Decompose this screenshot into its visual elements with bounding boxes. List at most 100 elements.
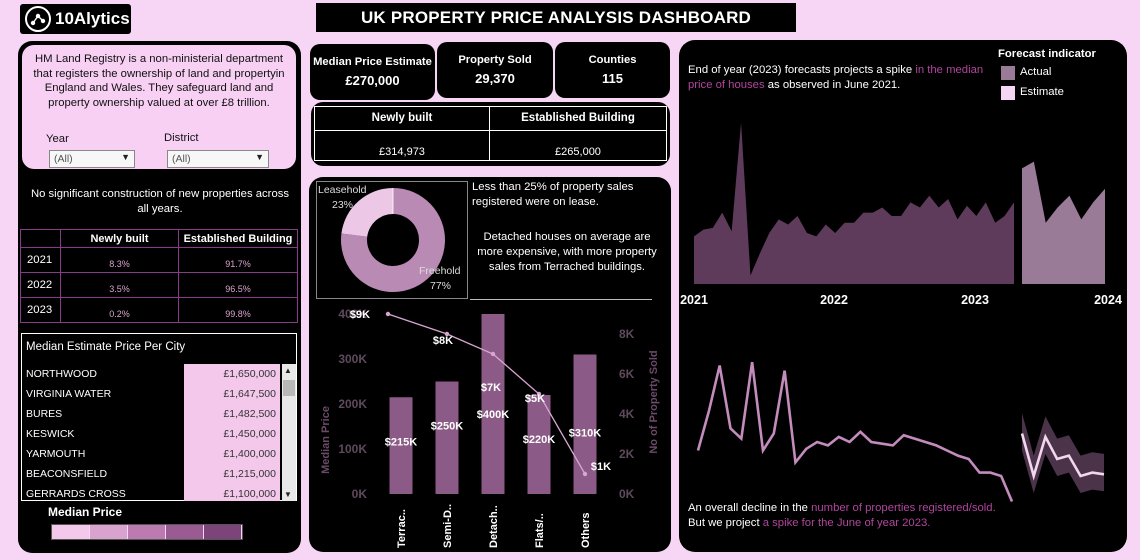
estimate-sales-line[interactable] bbox=[1020, 433, 1105, 481]
city-name: BURES bbox=[26, 408, 63, 420]
scrollbar-thumb[interactable] bbox=[283, 380, 295, 396]
estimate-area[interactable] bbox=[1022, 161, 1105, 284]
bar-value-label: $250K bbox=[431, 421, 463, 433]
price-forecast-area-chart: 2021 2022 2023 2024 bbox=[680, 122, 1122, 307]
sales-point[interactable] bbox=[536, 391, 542, 397]
note-text: But we project bbox=[688, 517, 763, 529]
city-price: £1,450,000 bbox=[184, 424, 280, 444]
scroll-down-icon[interactable]: ▼ bbox=[284, 490, 292, 499]
y2-axis-label: No of Property Sold bbox=[648, 350, 660, 453]
x-tick-label: Others bbox=[580, 513, 592, 548]
sales-forecast-line-chart bbox=[696, 361, 1105, 503]
y2-tick-label: 6K bbox=[619, 367, 635, 381]
leasehold-pct: 23% bbox=[332, 199, 354, 211]
logo-text: 10Alytics bbox=[55, 9, 130, 28]
bar-value-label: $400K bbox=[477, 409, 509, 421]
note-text: An overall decline in the bbox=[688, 502, 812, 514]
city-name: KESWICK bbox=[26, 428, 75, 440]
table-row[interactable]: YARMOUTH £1,400,000 bbox=[22, 444, 280, 464]
note-highlight: a spike for the June of year 2023. bbox=[762, 517, 931, 529]
y2-tick-label: 0K bbox=[619, 487, 635, 501]
established-cell: 91.7% bbox=[178, 247, 298, 273]
table-row[interactable]: GERRARDS CROSS £1,100,000 bbox=[22, 484, 280, 501]
table-row[interactable]: KESWICK £1,450,000 bbox=[22, 424, 280, 444]
newly-built-value: £314,973 bbox=[379, 146, 425, 158]
estimate-band bbox=[1022, 413, 1104, 493]
note-text: End of year (2023) forecasts projects a … bbox=[688, 64, 916, 76]
newly-built-col-header: Newly built bbox=[60, 229, 179, 248]
year-build-table: Newly built Established Building 2021 8.… bbox=[20, 229, 298, 323]
year-filter-label: Year bbox=[46, 133, 69, 145]
tenure-donut-chart bbox=[341, 188, 445, 292]
price-forecast-note: End of year (2023) forecasts projects a … bbox=[688, 63, 1008, 93]
newly-built-header: Newly built bbox=[371, 112, 433, 124]
bar[interactable] bbox=[573, 354, 597, 495]
leasehold-label: Leasehold bbox=[318, 184, 367, 196]
sales-point[interactable] bbox=[444, 331, 450, 337]
kpi-value: 29,370 bbox=[475, 71, 515, 86]
x-tick-label: Terrac.. bbox=[396, 509, 408, 548]
sales-value-label: $9K bbox=[350, 309, 370, 321]
district-filter-value: (All) bbox=[172, 153, 191, 165]
divider bbox=[470, 299, 652, 300]
property-type-bar-line-chart: Median Price No of Property Sold 0K 100K 2… bbox=[320, 307, 660, 548]
bar-value-label: $220K bbox=[523, 434, 555, 446]
legend-swatch-actual bbox=[1001, 66, 1015, 80]
sales-point[interactable] bbox=[490, 351, 496, 357]
actual-sales-line[interactable] bbox=[696, 361, 1014, 503]
tenure-donut-card: Leasehold 23% Freehold 77% bbox=[316, 181, 468, 299]
table-row[interactable]: NORTHWOOD £1,650,000 bbox=[22, 364, 280, 384]
y-tick-label: 0K bbox=[352, 487, 368, 501]
median-price-legend-title: Median Price bbox=[48, 505, 123, 519]
info-card: HM Land Registry is a non-ministerial de… bbox=[22, 45, 296, 169]
brand-logo[interactable]: 10Alytics bbox=[20, 4, 131, 34]
leasehold-slice[interactable] bbox=[341, 188, 393, 237]
bar-value-label: $310K bbox=[569, 428, 601, 440]
table-row[interactable]: VIRGINIA WATER £1,647,500 bbox=[22, 384, 280, 404]
legend-color-step bbox=[204, 525, 242, 539]
legend-color-step bbox=[90, 525, 128, 539]
table-row: 2023 0.2% 99.8% bbox=[20, 297, 298, 323]
table-row[interactable]: BEACONSFIELD £1,215,000 bbox=[22, 464, 280, 484]
sales-value-label: $1K bbox=[591, 461, 611, 473]
bar[interactable] bbox=[527, 395, 551, 494]
y-tick-label: 100K bbox=[338, 442, 367, 456]
build-type-card: Newly built Established Building £314,97… bbox=[311, 102, 670, 166]
median-price-color-legend bbox=[51, 524, 243, 540]
bar[interactable] bbox=[435, 381, 459, 495]
y2-tick-label: 2K bbox=[619, 447, 635, 461]
y2-tick-label: 8K bbox=[619, 327, 635, 341]
city-price: £1,400,000 bbox=[184, 444, 280, 464]
bar-value-label: $215K bbox=[385, 436, 417, 448]
scroll-up-icon[interactable]: ▲ bbox=[284, 366, 292, 375]
established-col-header: Established Building bbox=[178, 229, 298, 248]
bar[interactable] bbox=[389, 397, 413, 494]
legend-color-step bbox=[166, 525, 204, 539]
legend-color-step bbox=[128, 525, 166, 539]
y-axis-label: Median Price bbox=[320, 406, 332, 474]
kpi-label: Property Sold bbox=[458, 54, 532, 66]
city-table-scrollbar[interactable]: ▲ ▼ bbox=[282, 364, 296, 501]
year-filter-value: (All) bbox=[54, 153, 73, 165]
legend-label-estimate: Estimate bbox=[1020, 86, 1064, 98]
kpi-label: Counties bbox=[588, 54, 637, 66]
actual-area[interactable] bbox=[694, 122, 1014, 285]
sales-value-label: $8K bbox=[433, 335, 453, 347]
newly-built-cell: 0.2% bbox=[60, 297, 179, 323]
district-filter-select[interactable]: (All) ▼ bbox=[167, 150, 269, 168]
bar[interactable] bbox=[481, 314, 505, 494]
x-tick-label: Flats/.. bbox=[534, 513, 546, 548]
kpi-value: £270,000 bbox=[345, 73, 400, 88]
freehold-slice[interactable] bbox=[341, 188, 445, 292]
kpi-label: Median Price Estimate bbox=[313, 56, 432, 68]
y-tick-label: 300K bbox=[338, 352, 367, 366]
freehold-label: Freehold bbox=[419, 265, 461, 277]
year-filter-select[interactable]: (All) ▼ bbox=[49, 150, 135, 168]
dashboard-title: UK PROPERTY PRICE ANALYSIS DASHBOARD bbox=[316, 3, 796, 32]
sales-point[interactable] bbox=[582, 471, 588, 477]
table-row[interactable]: BURES £1,482,500 bbox=[22, 404, 280, 424]
year-col-header bbox=[20, 229, 61, 248]
city-price: £1,650,000 bbox=[184, 364, 280, 384]
sales-point[interactable] bbox=[385, 311, 391, 317]
city-price: £1,215,000 bbox=[184, 464, 280, 484]
